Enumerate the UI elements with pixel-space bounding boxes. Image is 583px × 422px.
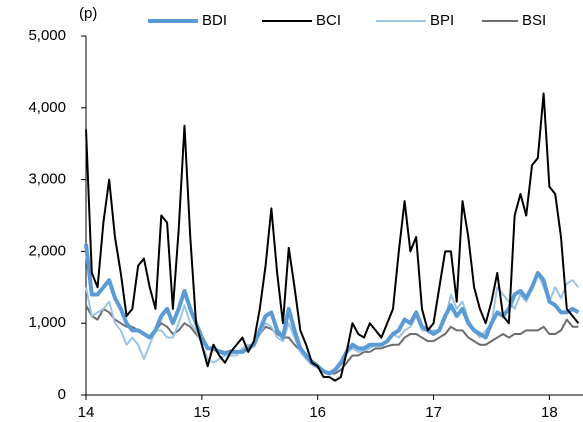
legend-label: BCI — [316, 12, 341, 29]
series-line — [84, 243, 580, 376]
y-tick-label: 3,000 — [28, 171, 66, 188]
y-tick-label: 4,000 — [28, 99, 66, 116]
y-tick-label: 2,000 — [28, 242, 66, 259]
y-tick-label: 0 — [58, 386, 66, 403]
x-tick-label: 14 — [78, 404, 95, 421]
legend-label: BPI — [430, 12, 454, 29]
y-tick-label: 1,000 — [28, 314, 66, 331]
x-tick-label: 18 — [541, 404, 558, 421]
series-line — [85, 92, 580, 382]
y-tick-label: 5,000 — [28, 27, 66, 44]
x-tick-label: 16 — [309, 404, 326, 421]
legend-label: BDI — [202, 12, 227, 29]
x-tick-label: 17 — [425, 404, 442, 421]
x-tick-label: 15 — [194, 404, 211, 421]
y-unit-label: (p) — [79, 5, 97, 22]
legend-label: BSI — [522, 12, 546, 29]
